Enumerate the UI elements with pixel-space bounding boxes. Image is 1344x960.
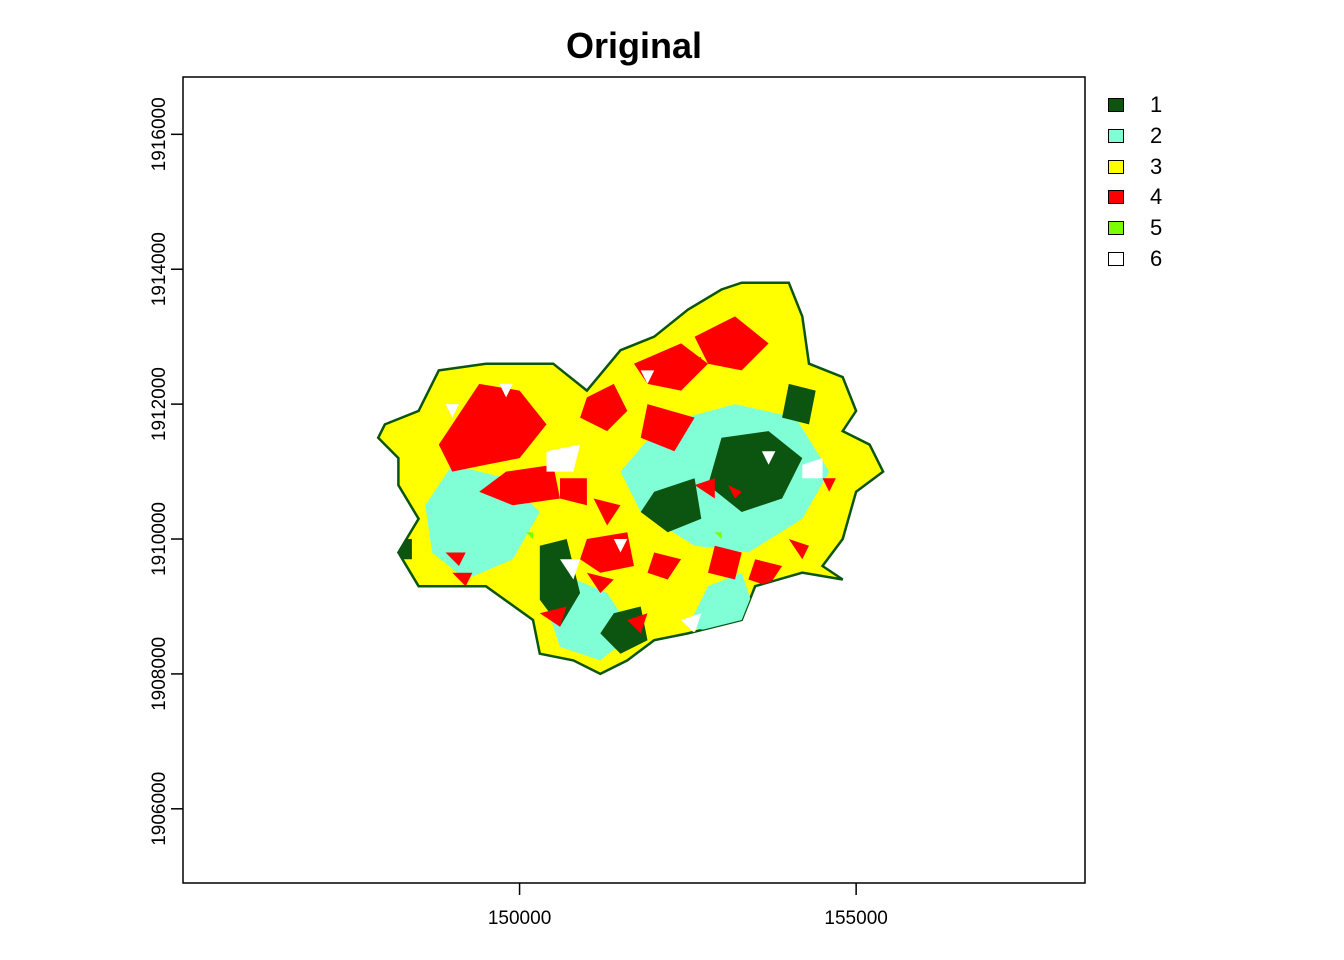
region-class-4 [539, 606, 567, 627]
legend-label: 2 [1150, 122, 1163, 148]
legend-swatch [1108, 221, 1124, 236]
x-tick-label: 155000 [824, 908, 887, 929]
legend-label: 3 [1150, 153, 1163, 179]
region-class-1 [708, 431, 803, 512]
region-class-1 [782, 383, 816, 425]
region-class-5 [714, 532, 722, 539]
region-class-4 [728, 485, 742, 499]
region-class-6 [499, 383, 513, 398]
region-class-6 [761, 451, 776, 465]
region-class-6 [613, 539, 628, 553]
legend-swatch [1108, 98, 1124, 112]
region-class-5 [526, 532, 533, 539]
region-class-4 [452, 572, 473, 587]
axes: 150000 155000 1906000 1908000 1910000 1912000… [149, 97, 888, 929]
region-class-4 [438, 383, 547, 472]
legend-swatch [1108, 190, 1124, 205]
region-class-4 [627, 613, 648, 634]
region-class-4 [647, 552, 682, 580]
region-class-6 [445, 404, 459, 418]
region-class-4 [560, 478, 587, 506]
region-class-4 [681, 356, 702, 378]
region-class-4 [822, 478, 836, 492]
region-class-4 [586, 572, 614, 593]
legend-label: 1 [1150, 92, 1163, 117]
region-class-4 [445, 552, 466, 566]
legend-label: 6 [1150, 245, 1163, 271]
region-class-4 [788, 539, 809, 560]
plot-title: Original [565, 25, 703, 66]
region-class-6 [681, 613, 702, 634]
region-class-4 [748, 559, 783, 587]
legend-label: 5 [1150, 215, 1163, 241]
x-tick-label: 150000 [488, 908, 551, 929]
region-class-4 [580, 383, 628, 432]
y-tick-label: 1910000 [149, 502, 170, 576]
region-class-4 [694, 478, 715, 499]
region-class-6 [546, 444, 581, 472]
y-tick-label: 1906000 [149, 772, 170, 846]
region-class-4 [593, 498, 621, 526]
legend-swatch [1108, 159, 1124, 174]
y-tick-label: 1914000 [149, 232, 170, 306]
raster-map [376, 281, 885, 676]
region-class-6 [802, 458, 823, 479]
legend-swatch [1108, 128, 1124, 143]
y-tick-label: 1916000 [149, 97, 170, 171]
region-class-1 [640, 478, 702, 533]
y-tick-label: 1908000 [149, 637, 170, 711]
region-class-6 [560, 559, 581, 580]
region-class-4 [634, 343, 708, 391]
legend-label: 4 [1150, 184, 1163, 210]
region-class-4 [708, 545, 742, 580]
region-class-4 [479, 464, 560, 506]
region-class-4 [640, 404, 695, 452]
class-patches [398, 316, 836, 661]
region-class-2 [687, 572, 756, 634]
region-class-4 [694, 316, 769, 371]
legend-swatch [1108, 251, 1124, 266]
region-class-6 [640, 370, 655, 384]
plot-frame [182, 76, 1086, 884]
y-tick-label: 1912000 [149, 367, 170, 441]
